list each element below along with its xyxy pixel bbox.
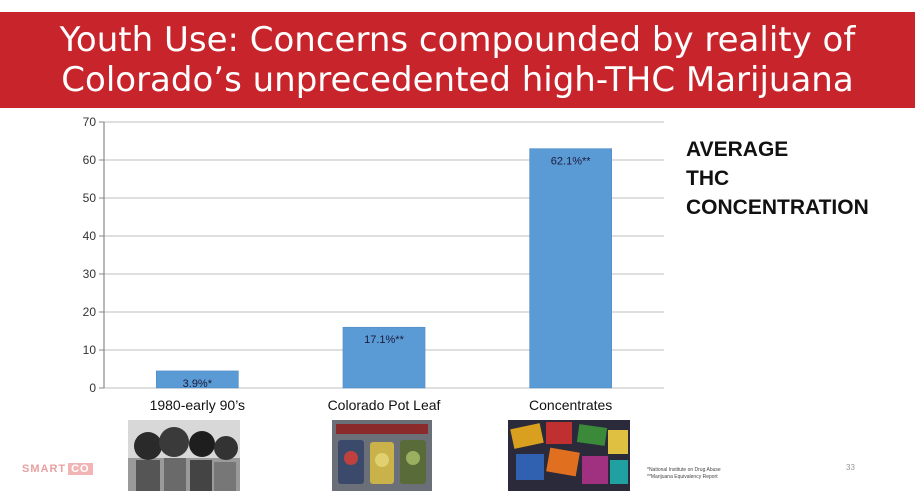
- logo-text: SMART: [22, 463, 67, 475]
- y-tick-label: 0: [89, 381, 96, 395]
- footnote-2: **Marijuana Equivalency Report: [647, 474, 718, 480]
- smartco-logo: SMART CO: [22, 463, 93, 475]
- bar-0: [156, 370, 239, 389]
- slide-title-line-2: Colorado’s unprecedented high-THC Mariju…: [61, 60, 854, 100]
- slide-title-line-1: Youth Use: Concerns compounded by realit…: [59, 20, 856, 60]
- y-tick-label: 30: [83, 267, 97, 281]
- bar-1: [342, 326, 426, 389]
- concentrates-products-photo: [508, 420, 630, 491]
- y-tick-label: 40: [83, 229, 97, 243]
- x-tick-label-0: 1980-early 90’s: [150, 397, 245, 413]
- historical-photo: [128, 420, 240, 491]
- x-tick-label-1: Colorado Pot Leaf: [328, 397, 441, 413]
- thc-bar-chart: 0 10 20 30 40 50 60 70 3.9%* 1980-early 90’s 17.1%…: [83, 115, 664, 413]
- footnote-1: *National Institute on Drug Abuse: [647, 467, 721, 473]
- data-label-2: 62.1%**: [551, 156, 591, 168]
- logo-box: CO: [68, 463, 93, 475]
- side-label-line-1: AVERAGE: [686, 138, 789, 161]
- side-label-line-3: CONCENTRATION: [686, 196, 869, 219]
- side-label: AVERAGE THC CONCENTRATION: [686, 135, 869, 222]
- footnotes: *National Institute on Drug Abuse **Mari…: [647, 467, 721, 481]
- page-number: 33: [846, 463, 855, 472]
- y-tick-label: 10: [83, 343, 97, 357]
- y-tick-label: 20: [83, 305, 97, 319]
- data-label-1: 17.1%**: [364, 334, 404, 346]
- side-label-line-2: THC: [686, 167, 730, 190]
- x-tick-label-2: Concentrates: [529, 397, 612, 413]
- title-banner: Youth Use: Concerns compounded by realit…: [0, 12, 915, 108]
- y-tick-label: 50: [83, 191, 97, 205]
- bar-2: [529, 148, 612, 389]
- pot-leaf-products-photo: [332, 420, 432, 491]
- y-tick-label: 60: [83, 153, 97, 167]
- y-tick-label: 70: [83, 115, 97, 129]
- data-label-0: 3.9%*: [183, 378, 213, 390]
